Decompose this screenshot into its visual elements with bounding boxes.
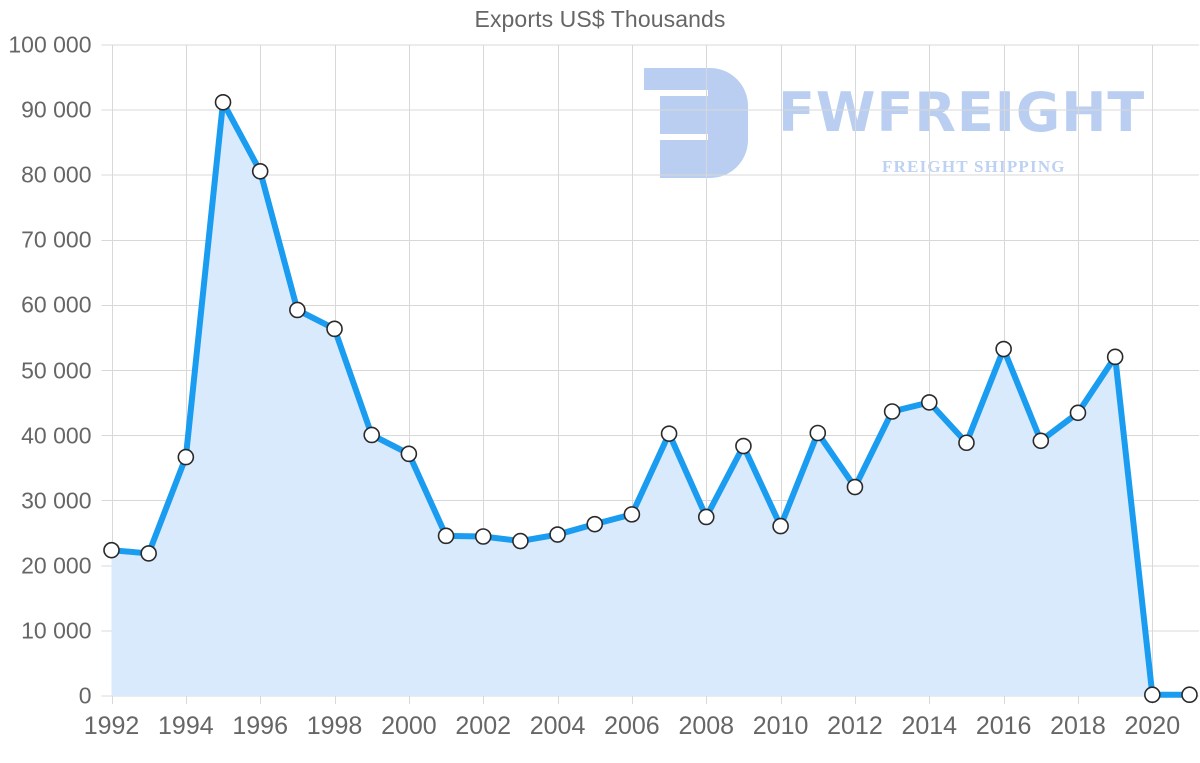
x-axis-tick-label: 2000 — [381, 712, 437, 740]
x-axis-tick-label: 2012 — [827, 712, 883, 740]
data-point-marker[interactable] — [995, 340, 1012, 358]
x-axis-tick-label: 2008 — [678, 712, 735, 740]
data-point-marker[interactable] — [363, 426, 381, 444]
data-point-marker[interactable] — [103, 541, 120, 559]
y-axis-tick-label: 0 — [78, 682, 92, 709]
data-point-marker[interactable] — [214, 93, 232, 111]
data-point-marker[interactable] — [251, 162, 269, 180]
data-point-marker[interactable] — [735, 437, 752, 455]
data-point-marker[interactable] — [660, 425, 678, 442]
x-axis-tick-label: 2018 — [1050, 712, 1106, 740]
x-axis-tick-label: 1994 — [158, 712, 214, 740]
data-point-marker[interactable] — [512, 532, 529, 550]
data-point-marker[interactable] — [437, 527, 455, 545]
y-axis-tick-label: 80 000 — [21, 161, 92, 188]
data-point-marker[interactable] — [289, 301, 306, 319]
y-axis-tick-label: 40 000 — [21, 422, 92, 449]
data-point-marker[interactable] — [809, 424, 827, 442]
data-point-marker[interactable] — [1181, 686, 1198, 704]
x-axis-tick-label: 2014 — [901, 712, 958, 740]
x-axis-tick-label: 1992 — [83, 712, 140, 740]
y-axis-tick-label: 100 000 — [8, 31, 92, 58]
data-point-marker[interactable] — [697, 508, 715, 526]
x-axis-tick-label: 1996 — [232, 712, 288, 740]
y-axis-tick-label: 70 000 — [21, 226, 92, 253]
x-axis-tick-label: 2016 — [975, 712, 1032, 740]
data-point-marker[interactable] — [549, 526, 566, 543]
series-area-fill — [111, 102, 1190, 697]
data-point-marker[interactable] — [1069, 404, 1087, 422]
y-axis-tick-label: 10 000 — [21, 617, 92, 644]
data-point-marker[interactable] — [586, 515, 604, 533]
data-point-marker[interactable] — [177, 448, 195, 466]
y-axis-tick-label: 30 000 — [21, 487, 92, 514]
data-point-marker[interactable] — [883, 403, 901, 420]
data-point-marker[interactable] — [326, 320, 343, 338]
x-axis-tick-label: 2004 — [529, 712, 586, 740]
data-point-marker[interactable] — [958, 434, 975, 452]
series-markers — [103, 93, 1198, 704]
series-line — [108, 99, 1193, 698]
y-axis-tick-label: 20 000 — [21, 552, 92, 579]
x-axis-tick-label: 2020 — [1124, 712, 1181, 740]
data-point-marker[interactable] — [623, 506, 641, 523]
y-axis-tick-label: 60 000 — [21, 291, 92, 318]
chart-title: Exports US$ Thousands — [474, 6, 726, 32]
data-point-marker[interactable] — [1144, 686, 1161, 704]
x-axis-tick-label: 2006 — [604, 712, 660, 740]
y-axis-tick-label: 90 000 — [21, 96, 92, 123]
data-point-marker[interactable] — [474, 528, 492, 545]
x-axis-tick-label: 1998 — [306, 712, 363, 740]
data-point-marker[interactable] — [846, 478, 864, 496]
data-point-marker[interactable] — [1032, 432, 1050, 450]
x-axis-tick-label: 2010 — [752, 712, 809, 740]
data-point-marker[interactable] — [1106, 348, 1124, 366]
y-axis-tick-label: 50 000 — [21, 357, 92, 383]
x-axis-tick-label: 2002 — [455, 712, 512, 740]
data-point-marker[interactable] — [772, 517, 789, 535]
data-point-marker[interactable] — [920, 394, 938, 411]
data-point-marker[interactable] — [400, 445, 418, 463]
data-point-marker[interactable] — [140, 545, 157, 562]
